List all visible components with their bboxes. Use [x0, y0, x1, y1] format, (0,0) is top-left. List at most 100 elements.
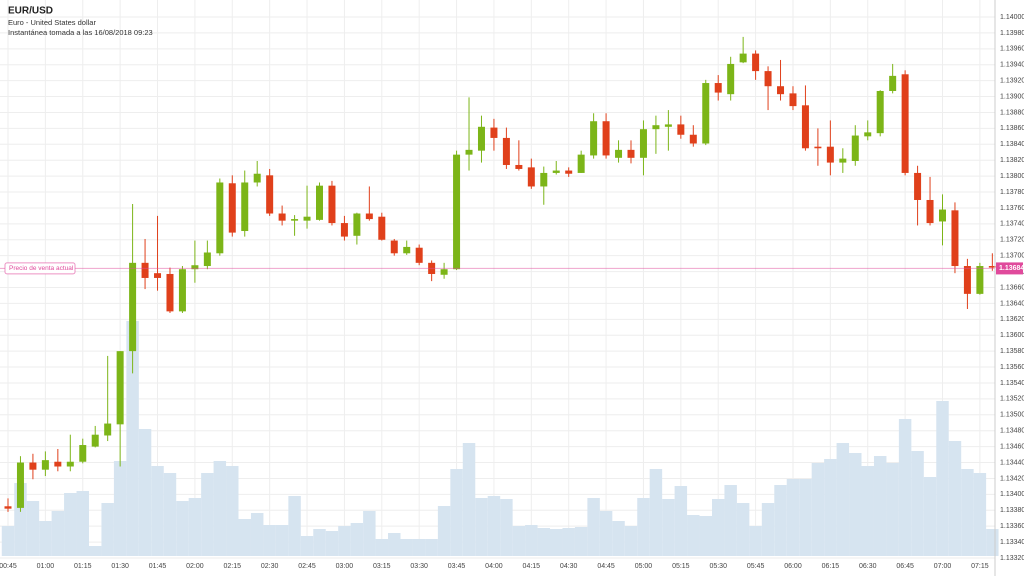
- volume-bar: [886, 463, 899, 556]
- volume-bar: [824, 459, 837, 556]
- volume-bar: [188, 498, 202, 556]
- y-tick-label: 1.13400: [1000, 491, 1024, 498]
- subtitle: Euro - United States dollar: [8, 18, 96, 27]
- volume-bar: [213, 461, 227, 556]
- volume-bar: [487, 496, 501, 556]
- y-tick-label: 1.13740: [1000, 221, 1024, 228]
- volume-bar: [911, 451, 924, 556]
- candle-body: [216, 182, 224, 254]
- candle-body: [976, 266, 984, 294]
- x-tick-label: 06:45: [896, 563, 914, 570]
- volume-bar: [275, 525, 289, 556]
- volume-bar: [761, 503, 775, 556]
- volume-bar: [873, 456, 887, 556]
- y-tick-label: 1.13480: [1000, 428, 1024, 435]
- volume-bar: [749, 526, 762, 556]
- volume-bar: [961, 469, 974, 556]
- candle-body: [552, 170, 560, 173]
- volume-bar: [674, 486, 688, 556]
- candle-body: [365, 213, 373, 220]
- x-tick-label: 07:00: [934, 563, 952, 570]
- overlay: 1.13320 1.13340 1.13360 1.13380 1.13400 1.134…: [0, 14, 1024, 570]
- volume-bar: [76, 491, 89, 556]
- candle-body: [166, 273, 174, 312]
- volume-bar: [151, 466, 164, 556]
- candle-body: [639, 129, 647, 158]
- candle-body: [41, 460, 49, 470]
- candles: [4, 36, 996, 512]
- y-tick-label: 1.13860: [1000, 125, 1024, 132]
- candle-body: [490, 127, 498, 138]
- price-label-box: [4, 262, 76, 275]
- candle-body: [16, 462, 24, 508]
- volume-bar: [724, 485, 737, 556]
- volume-bar: [250, 513, 264, 556]
- volume-bar: [450, 469, 463, 556]
- candle-body: [801, 105, 809, 149]
- x-tick-label: 05:30: [709, 563, 727, 570]
- y-tick-label: 1.13760: [1000, 205, 1024, 212]
- candle-body: [54, 461, 62, 467]
- volume-bar: [363, 511, 376, 556]
- volume-bar: [126, 321, 139, 556]
- x-tick-label: 03:45: [448, 563, 466, 570]
- candle-body: [951, 210, 959, 267]
- candle-body: [91, 434, 99, 447]
- candle-body: [727, 63, 735, 95]
- candle-body: [316, 185, 323, 220]
- y-tick-label: 1.13340: [1000, 539, 1024, 546]
- x-tick-label: 02:30: [261, 563, 279, 570]
- volume-bar: [113, 461, 127, 556]
- y-tick-label: 1.13700: [1000, 253, 1024, 260]
- x-tick-label: 01:45: [149, 563, 167, 570]
- candle-body: [378, 216, 386, 240]
- y-tick-label: 1.13380: [1000, 507, 1024, 514]
- volume-bar: [462, 443, 476, 556]
- y-tick-label: 1.13420: [1000, 475, 1024, 482]
- volume-bar: [400, 539, 413, 556]
- y-tick-label: 1.13560: [1000, 364, 1024, 371]
- volume-bar: [288, 496, 301, 556]
- candle-body: [527, 167, 535, 187]
- volume-bar: [736, 503, 750, 556]
- y-tick-label: 1.13520: [1000, 396, 1024, 403]
- x-tick-label: 07:15: [971, 563, 989, 570]
- candle-body: [291, 219, 299, 221]
- candle-body: [465, 149, 473, 155]
- candle-body: [864, 132, 872, 137]
- volume-bar: [836, 443, 850, 556]
- price-tag: [996, 262, 1023, 275]
- volume-bar: [138, 429, 152, 556]
- y-tick-label: 1.13320: [1000, 555, 1024, 562]
- volume-bar: [637, 498, 650, 556]
- x-tick-label: 04:15: [523, 563, 541, 570]
- candle-body: [266, 175, 274, 214]
- candle-body: [652, 125, 660, 130]
- candle-body: [889, 75, 897, 91]
- x-tick-label: 02:15: [224, 563, 242, 570]
- candle-body: [191, 265, 199, 270]
- candle-body: [178, 269, 186, 312]
- volume-bar: [437, 506, 451, 556]
- x-tick-label: 04:45: [597, 563, 615, 570]
- candle-body: [826, 146, 834, 163]
- candle-body: [241, 182, 249, 232]
- candle-body: [963, 266, 971, 294]
- candle-body: [104, 423, 112, 436]
- volume-bar: [64, 493, 77, 556]
- volume-bar: [51, 511, 65, 556]
- volume-bar: [88, 546, 102, 556]
- x-tick-label: 03:15: [373, 563, 391, 570]
- candle-body: [839, 158, 847, 163]
- volume-bar: [550, 529, 563, 556]
- volume-bar: [350, 523, 364, 556]
- y-tick-label: 1.13800: [1000, 173, 1024, 180]
- candle-body: [540, 172, 548, 187]
- candle-body: [453, 154, 461, 270]
- x-tick-label: 04:00: [485, 563, 503, 570]
- x-tick-label: 06:30: [859, 563, 877, 570]
- x-tick-label: 01:30: [111, 563, 129, 570]
- x-tick-label: 05:00: [635, 563, 653, 570]
- y-tick-label: 1.14000: [1000, 14, 1024, 21]
- volume-bar: [923, 477, 937, 556]
